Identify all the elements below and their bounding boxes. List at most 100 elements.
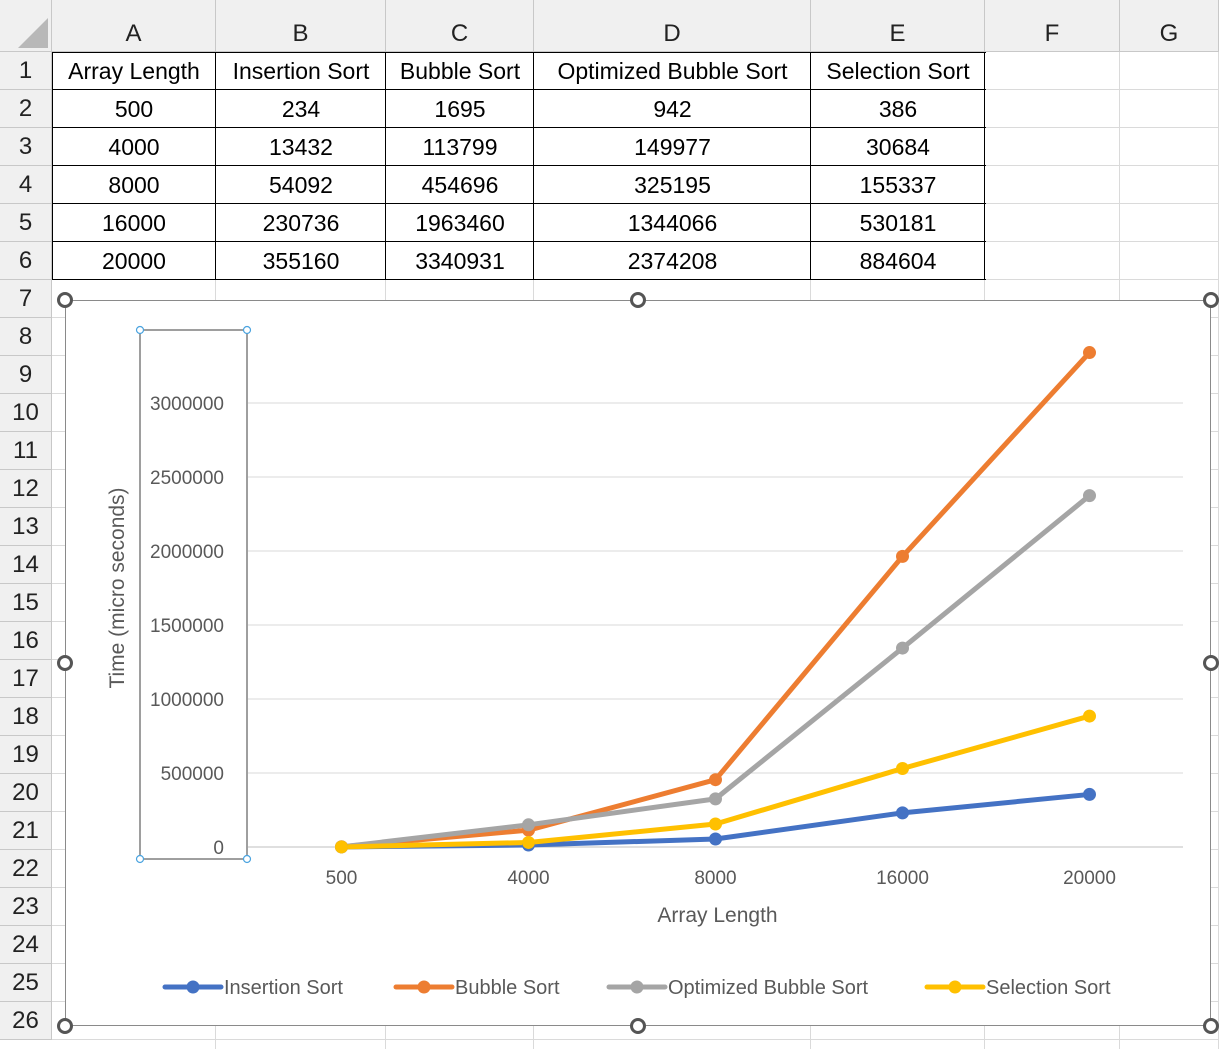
legend-label: Selection Sort bbox=[986, 977, 1111, 999]
resize-handle-bottom-left[interactable] bbox=[57, 1018, 73, 1034]
row-header-5[interactable]: 5 bbox=[0, 204, 52, 242]
table-cell[interactable]: 113799 bbox=[422, 133, 498, 160]
table-cell[interactable]: 155337 bbox=[859, 171, 937, 198]
row-header-7[interactable]: 7 bbox=[0, 280, 52, 318]
table-cell[interactable]: 1963460 bbox=[415, 209, 505, 236]
column-header-e[interactable]: E bbox=[811, 0, 985, 52]
column-header-g[interactable]: G bbox=[1120, 0, 1219, 52]
table-cell[interactable]: 149977 bbox=[634, 133, 711, 160]
y-axis-title: Time (micro seconds) bbox=[106, 487, 129, 688]
chart-area[interactable]: 0 500000 1000000 1500000 2000000 2500000 30000… bbox=[65, 300, 1211, 1026]
table-border-horizontal bbox=[52, 127, 986, 128]
table-cell[interactable]: 13432 bbox=[269, 133, 333, 160]
row-header-25[interactable]: 25 bbox=[0, 964, 52, 1002]
resize-handle-right[interactable] bbox=[1203, 655, 1219, 671]
row-header-9[interactable]: 9 bbox=[0, 356, 52, 394]
series-point-1 bbox=[1083, 346, 1096, 360]
row-header-11[interactable]: 11 bbox=[0, 432, 52, 470]
row-header-16[interactable]: 16 bbox=[0, 622, 52, 660]
table-cell[interactable]: 942 bbox=[653, 95, 692, 122]
table-cell[interactable]: 1344066 bbox=[627, 209, 718, 236]
row-header-24[interactable]: 24 bbox=[0, 926, 52, 964]
series-point-2 bbox=[709, 792, 722, 806]
table-header-cell[interactable]: Bubble Sort bbox=[399, 57, 521, 84]
row-header-14[interactable]: 14 bbox=[0, 546, 52, 584]
column-header-b[interactable]: B bbox=[216, 0, 386, 52]
row-header-6[interactable]: 6 bbox=[0, 242, 52, 280]
column-header-d[interactable]: D bbox=[534, 0, 811, 52]
table-cell[interactable]: 30684 bbox=[866, 133, 930, 160]
table-header-cell[interactable]: Selection Sort bbox=[826, 57, 970, 84]
table-cell[interactable]: 325195 bbox=[634, 171, 711, 198]
table-border-vertical bbox=[810, 52, 811, 280]
row-header-20[interactable]: 20 bbox=[0, 774, 52, 812]
table-cell[interactable]: 530181 bbox=[859, 209, 937, 236]
table-cell[interactable]: 355160 bbox=[262, 247, 340, 274]
row-header-13[interactable]: 13 bbox=[0, 508, 52, 546]
gridline-horizontal bbox=[52, 1039, 1219, 1040]
row-header-15[interactable]: 15 bbox=[0, 584, 52, 622]
resize-handle-left[interactable] bbox=[57, 655, 73, 671]
table-header-cell[interactable]: Insertion Sort bbox=[232, 57, 370, 84]
table-cell[interactable]: 884604 bbox=[859, 247, 937, 274]
column-header-a[interactable]: A bbox=[52, 0, 216, 52]
table-cell[interactable]: 3340931 bbox=[415, 247, 505, 274]
series-point-3 bbox=[522, 835, 535, 849]
table-header-cell[interactable]: Optimized Bubble Sort bbox=[557, 57, 788, 84]
row-header-1[interactable]: 1 bbox=[0, 52, 52, 90]
selection-handle-icon bbox=[242, 854, 252, 864]
select-all-corner[interactable] bbox=[0, 0, 52, 52]
table-cell[interactable]: 8000 bbox=[108, 171, 160, 198]
table-cell[interactable]: 20000 bbox=[102, 247, 166, 274]
resize-handle-bottom-right[interactable] bbox=[1203, 1018, 1219, 1034]
table-cell[interactable]: 500 bbox=[114, 95, 154, 122]
row-header-22[interactable]: 22 bbox=[0, 850, 52, 888]
row-header-10[interactable]: 10 bbox=[0, 394, 52, 432]
table-cell[interactable]: 54092 bbox=[269, 171, 333, 198]
row-header-2[interactable]: 2 bbox=[0, 90, 52, 128]
row-header-3[interactable]: 3 bbox=[0, 128, 52, 166]
series-point-0 bbox=[709, 832, 722, 846]
y-tick-label: 1500000 bbox=[150, 616, 224, 637]
row-header-8[interactable]: 8 bbox=[0, 318, 52, 356]
table-cell[interactable]: 1695 bbox=[434, 95, 486, 122]
legend-marker-icon bbox=[417, 980, 431, 994]
selection-handle-icon bbox=[242, 325, 252, 335]
column-header-f[interactable]: F bbox=[985, 0, 1120, 52]
table-cell[interactable]: 454696 bbox=[421, 171, 499, 198]
series-point-1 bbox=[709, 773, 722, 787]
y-tick-label: 1000000 bbox=[150, 690, 224, 711]
x-tick-label: 8000 bbox=[694, 868, 736, 889]
table-cell[interactable]: 2374208 bbox=[627, 247, 718, 274]
legend-label: Optimized Bubble Sort bbox=[668, 977, 869, 999]
table-cell[interactable]: 16000 bbox=[102, 209, 166, 236]
x-tick-label: 16000 bbox=[876, 868, 929, 889]
column-header-c[interactable]: C bbox=[386, 0, 534, 52]
table-cell[interactable]: 230736 bbox=[262, 209, 340, 236]
table-cell[interactable]: 234 bbox=[281, 95, 321, 122]
x-tick-label: 4000 bbox=[507, 868, 549, 889]
row-header-18[interactable]: 18 bbox=[0, 698, 52, 736]
table-border-vertical bbox=[984, 52, 985, 280]
selection-handle-icon bbox=[135, 854, 145, 864]
table-cell[interactable]: 386 bbox=[878, 95, 918, 122]
resize-handle-top-right[interactable] bbox=[1203, 292, 1219, 308]
series-point-3 bbox=[335, 840, 348, 854]
resize-handle-bottom[interactable] bbox=[630, 1018, 646, 1034]
table-header-cell[interactable]: Array Length bbox=[68, 57, 200, 84]
table-cell[interactable]: 4000 bbox=[108, 133, 160, 160]
table-border-horizontal bbox=[52, 279, 986, 280]
row-header-19[interactable]: 19 bbox=[0, 736, 52, 774]
select-all-triangle-icon bbox=[18, 18, 48, 48]
resize-handle-top[interactable] bbox=[630, 292, 646, 308]
row-header-23[interactable]: 23 bbox=[0, 888, 52, 926]
row-header-17[interactable]: 17 bbox=[0, 660, 52, 698]
y-tick-label: 3000000 bbox=[150, 394, 224, 415]
selection-handle-icon bbox=[135, 325, 145, 335]
row-header-12[interactable]: 12 bbox=[0, 470, 52, 508]
row-header-26[interactable]: 26 bbox=[0, 1002, 52, 1040]
row-header-21[interactable]: 21 bbox=[0, 812, 52, 850]
series-point-3 bbox=[1083, 709, 1096, 723]
row-header-4[interactable]: 4 bbox=[0, 166, 52, 204]
resize-handle-top-left[interactable] bbox=[57, 292, 73, 308]
